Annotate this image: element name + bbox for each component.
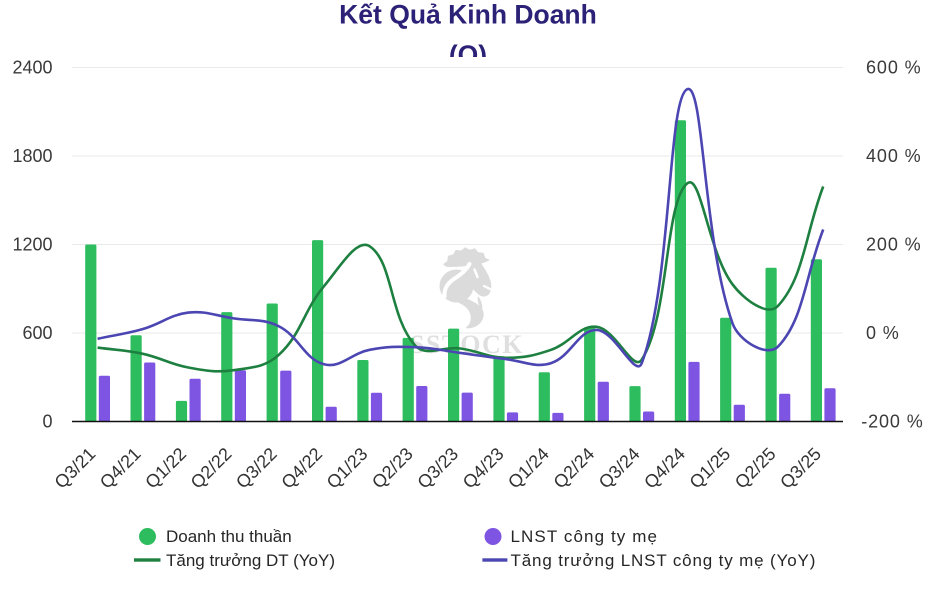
svg-text:Doanh thu thuần: Doanh thu thuần [166,527,292,546]
svg-text:0 %: 0 % [866,323,900,343]
svg-text:600 %: 600 % [866,58,922,78]
svg-text:-200 %: -200 % [861,412,923,432]
svg-text:600: 600 [22,323,52,343]
svg-text:200 %: 200 % [866,235,922,255]
svg-text:1200: 1200 [12,235,52,255]
svg-text:Tăng trưởng LNST công ty mẹ (Y: Tăng trưởng LNST công ty mẹ (YoY) [511,551,817,570]
svg-text:2400: 2400 [12,58,52,78]
svg-text:0: 0 [42,412,52,432]
svg-text:(Q): (Q) [449,40,487,70]
svg-text:Tăng trưởng DT (YoY): Tăng trưởng DT (YoY) [166,551,335,570]
svg-text:Kết Quả Kinh Doanh: Kết Quả Kinh Doanh [339,0,597,30]
svg-text:400 %: 400 % [866,146,922,166]
svg-text:1800: 1800 [12,146,52,166]
svg-text:LNST công ty mẹ: LNST công ty mẹ [511,527,659,546]
